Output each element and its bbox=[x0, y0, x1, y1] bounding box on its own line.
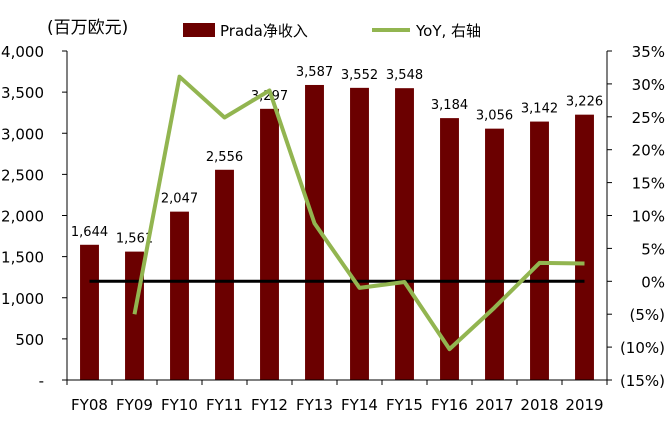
left-tick-label: 1,000 bbox=[1, 290, 44, 308]
category-label: FY12 bbox=[251, 396, 288, 414]
right-tick-label: 0% bbox=[641, 273, 665, 291]
right-tick-label: 25% bbox=[632, 109, 665, 127]
left-tick-label: 2,500 bbox=[1, 166, 44, 184]
bar-data-label: 3,226 bbox=[566, 95, 603, 110]
bar-data-label: 2,047 bbox=[161, 192, 198, 207]
right-tick-label: 15% bbox=[632, 175, 665, 193]
left-tick-label: 3,000 bbox=[1, 125, 44, 143]
bar-data-label: 3,552 bbox=[341, 68, 378, 83]
bar-FY16 bbox=[440, 118, 459, 380]
bar-data-label: 1,561 bbox=[116, 232, 153, 247]
left-axis-tick-labels: - 500 1,000 1,500 2,000 2,500 3,000 3,500 4,000 bbox=[1, 43, 44, 390]
legend-label-line: YoY, 右轴 bbox=[415, 22, 481, 40]
bar-2017 bbox=[485, 128, 504, 380]
bar-FY15 bbox=[395, 88, 414, 380]
left-axis-unit-label: (百万欧元) bbox=[47, 18, 128, 38]
right-tick-label: 5% bbox=[641, 240, 665, 258]
category-label: FY08 bbox=[71, 396, 108, 414]
bar-FY10 bbox=[170, 211, 189, 380]
category-label: FY09 bbox=[116, 396, 153, 414]
category-label: FY11 bbox=[206, 396, 243, 414]
bar-data-label: 3,142 bbox=[521, 102, 558, 117]
bar-data-label: 3,587 bbox=[296, 65, 333, 80]
right-tick-label: (5%) bbox=[629, 306, 665, 324]
axes bbox=[62, 50, 612, 385]
right-tick-label: 10% bbox=[632, 208, 665, 226]
category-axis-labels: FY08 FY09 FY10 FY11 FY12 FY13 FY14 FY15 FY16 2017… bbox=[71, 396, 604, 414]
left-tick-label: 4,000 bbox=[1, 43, 44, 61]
category-label: FY10 bbox=[161, 396, 198, 414]
legend-swatch-bar bbox=[183, 23, 215, 37]
category-label: 2019 bbox=[565, 396, 603, 414]
yoy-line-series bbox=[132, 74, 585, 352]
right-tick-label: 30% bbox=[632, 76, 665, 94]
right-tick-label: (10%) bbox=[620, 339, 665, 357]
bar-FY14 bbox=[350, 87, 369, 381]
left-tick-label: 3,500 bbox=[1, 84, 44, 102]
bar-data-label: 2,556 bbox=[206, 150, 243, 165]
bar-data-label: 3,548 bbox=[386, 68, 423, 83]
bar-data-label: 3,056 bbox=[476, 109, 513, 124]
left-tick-label: 1,500 bbox=[1, 249, 44, 267]
left-tick-label: - bbox=[39, 372, 44, 390]
bar-2019 bbox=[575, 114, 594, 380]
category-label: FY13 bbox=[296, 396, 333, 414]
right-tick-label: 35% bbox=[632, 43, 665, 61]
yoy-line bbox=[132, 74, 585, 352]
right-tick-label: (15%) bbox=[620, 372, 665, 390]
category-label: FY15 bbox=[386, 396, 423, 414]
legend: Prada净收入 YoY, 右轴 bbox=[183, 22, 481, 40]
bar-FY12 bbox=[260, 108, 279, 380]
left-tick-label: 2,000 bbox=[1, 208, 44, 226]
legend-label-bar: Prada净收入 bbox=[220, 22, 308, 40]
category-label: 2017 bbox=[475, 396, 513, 414]
bar-FY08 bbox=[80, 244, 99, 380]
bar-data-label: 1,644 bbox=[71, 225, 108, 240]
bar-data-label: 3,184 bbox=[431, 98, 468, 113]
bar-series bbox=[80, 84, 594, 381]
right-tick-label: 20% bbox=[632, 142, 665, 160]
category-label: 2018 bbox=[520, 396, 558, 414]
bar-2018 bbox=[530, 121, 549, 381]
left-tick-label: 500 bbox=[15, 331, 44, 349]
bar-FY13 bbox=[305, 84, 324, 381]
right-axis-tick-labels: (15%) (10%) (5%) 0% 5% 10% 15% 20% 25% 30% 35% bbox=[620, 43, 665, 390]
category-label: FY16 bbox=[431, 396, 468, 414]
bar-FY11 bbox=[215, 169, 234, 380]
category-label: FY14 bbox=[341, 396, 378, 414]
